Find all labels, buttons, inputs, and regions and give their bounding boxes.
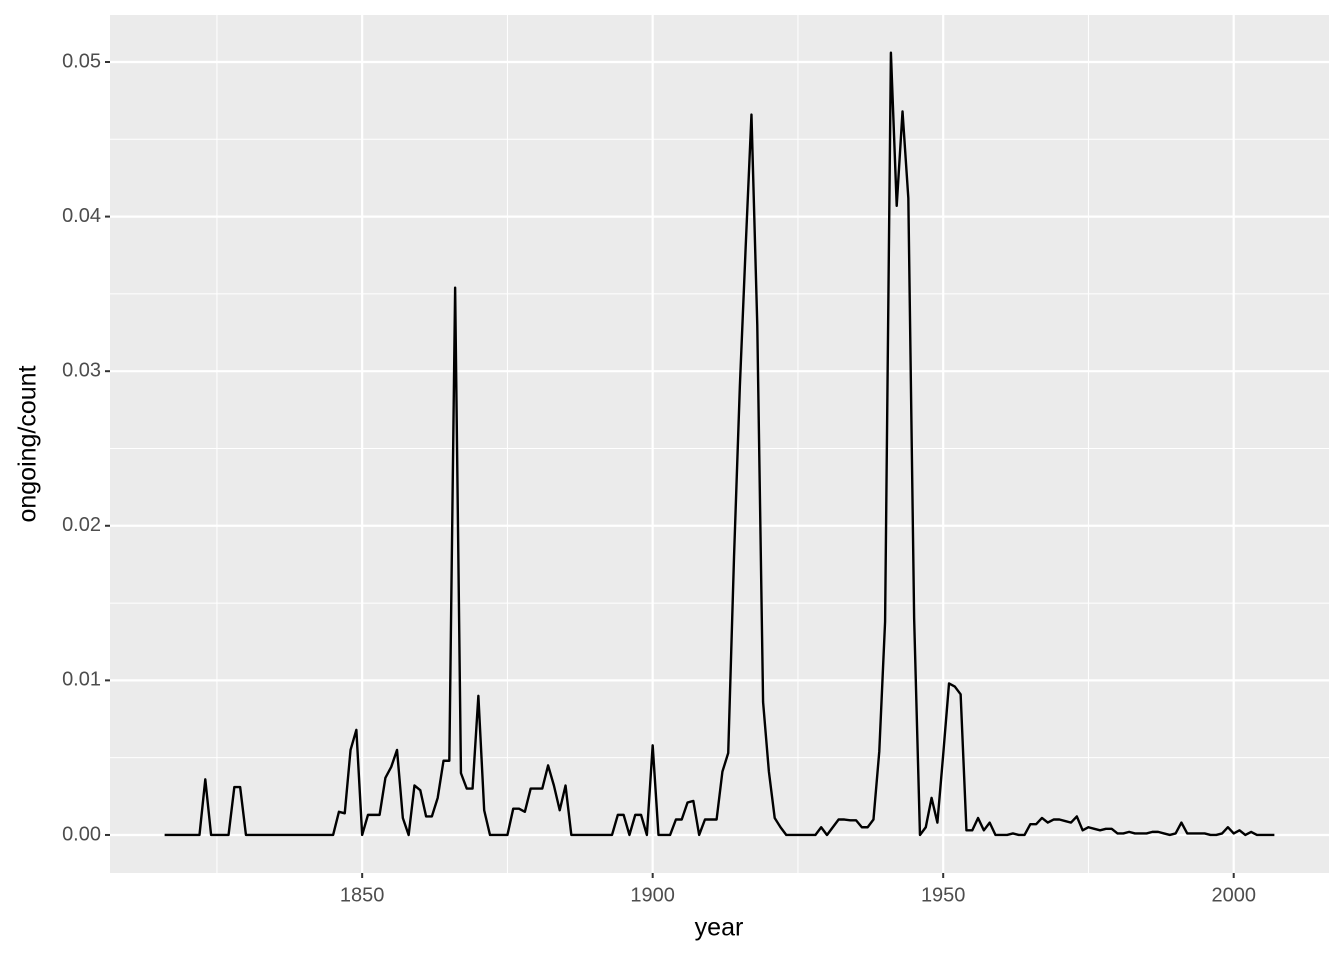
x-axis-title: year: [695, 914, 744, 942]
panel: [110, 15, 1329, 873]
x-tick-label: 1900: [630, 884, 675, 906]
y-tick-label: 0.03: [62, 359, 101, 381]
y-tick-label: 0.01: [62, 669, 101, 691]
x-tick-label: 1950: [921, 884, 966, 906]
y-tick-label: 0.00: [62, 823, 101, 845]
y-tick-label: 0.05: [62, 50, 101, 72]
x-tick-label: 1850: [340, 884, 385, 906]
data-line: [164, 51, 1275, 837]
x-tick-label: 2000: [1211, 884, 1256, 906]
y-tick-label: 0.02: [62, 514, 101, 536]
y-axis-title: ongoing/count: [14, 365, 42, 522]
y-tick-label: 0.04: [62, 205, 101, 227]
